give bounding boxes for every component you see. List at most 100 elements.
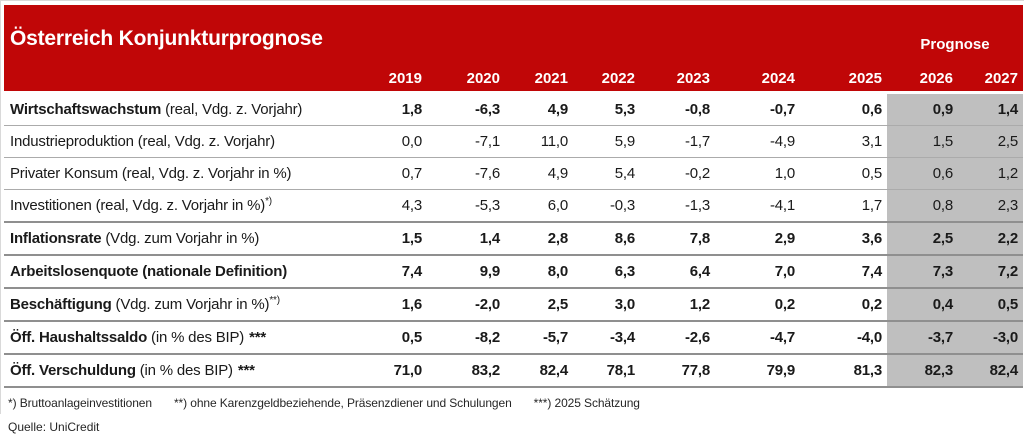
cell-value-forecast: 0,4 [887,288,958,322]
cell-value-forecast: 1,5 [887,125,958,158]
prognose-label: Prognose [887,5,1023,56]
cell-value: -0,8 [640,92,715,126]
cell-value: 6,4 [640,255,715,289]
cell-value: -4,1 [715,189,800,223]
row-label: Arbeitslosenquote (nationale Definition) [4,255,360,289]
cell-value: 1,2 [640,288,715,322]
cell-value: 7,0 [715,255,800,289]
year-header: 2027 [958,56,1023,94]
cell-value-forecast: 2,2 [958,222,1023,256]
cell-value: 0,5 [800,157,887,190]
row-label-detail: (real, Vdg. z. Vorjahr) [161,101,303,118]
cell-value: -3,4 [573,321,640,355]
cell-value: 2,8 [505,222,573,256]
cell-value: 0,2 [715,288,800,322]
cell-value: 81,3 [800,354,887,388]
footnote-1: *) Bruttoanlageinvestitionen [8,396,152,410]
row-label: Öff. Haushaltssaldo (in % des BIP) *** [4,321,360,355]
cell-value: 1,6 [360,288,427,322]
row-label-bold: Wirtschaftswachstum [10,101,162,118]
cell-value-forecast: 0,8 [887,189,958,223]
cell-value-forecast: 2,5 [958,125,1023,158]
table-row: Privater Konsum (real, Vdg. z. Vorjahr i… [4,157,1023,190]
year-header: 2024 [715,56,800,94]
row-label-bold: Öff. Haushaltssaldo [10,329,148,346]
row-label-detail: (Vdg. zum Vorjahr in %) [101,230,260,247]
red-header-bar: Österreich Konjunkturprognose Prognose 2… [4,5,1023,94]
cell-value: -4,7 [715,321,800,355]
cell-value-forecast: 82,3 [887,354,958,388]
cell-value-forecast: 2,3 [958,189,1023,223]
row-label: Öff. Verschuldung (in % des BIP) *** [4,354,360,388]
row-label-detail: Privater Konsum (real, Vdg. z. Vorjahr i… [10,165,292,182]
cell-value: 7,4 [360,255,427,289]
row-label-detail: Investitionen (real, Vdg. z. Vorjahr in … [10,197,266,214]
row-label: Industrieproduktion (real, Vdg. z. Vorja… [4,125,360,158]
cell-value: 0,7 [360,157,427,190]
cell-value: 0,6 [800,92,887,126]
prognose-table: Österreich Konjunkturprognose Prognose 2… [4,5,1023,388]
row-label-suffix: *** [237,362,255,379]
row-label: Wirtschaftswachstum (real, Vdg. z. Vorja… [4,92,360,126]
cell-value: 1,5 [360,222,427,256]
year-header: 2021 [505,56,573,94]
cell-value: 2,5 [505,288,573,322]
cell-value-forecast: 2,5 [887,222,958,256]
cell-value: 9,9 [427,255,505,289]
cell-value: 7,8 [640,222,715,256]
cell-value: -0,7 [715,92,800,126]
year-header: 2022 [573,56,640,94]
row-label-bold: Öff. Verschuldung [10,362,136,379]
cell-value-forecast: 1,2 [958,157,1023,190]
row-label-bold: Arbeitslosenquote (nationale Definition) [10,263,288,280]
cell-value: -5,7 [505,321,573,355]
cell-value-forecast: 82,4 [958,354,1023,388]
year-header: 2025 [800,56,887,94]
cell-value: -4,9 [715,125,800,158]
cell-value: 77,8 [640,354,715,388]
cell-value: -0,2 [640,157,715,190]
row-label-suffix: *** [249,329,267,346]
title-row: Österreich Konjunkturprognose Prognose [4,5,1023,56]
table-row: Wirtschaftswachstum (real, Vdg. z. Vorja… [4,92,1023,126]
cell-value: 0,2 [800,288,887,322]
cell-value: 1,0 [715,157,800,190]
year-header: 2026 [887,56,958,94]
cell-value: 11,0 [505,125,573,158]
cell-value: 4,9 [505,157,573,190]
cell-value: -6,3 [427,92,505,126]
table-row: Arbeitslosenquote (nationale Definition)… [4,255,1023,289]
label-column-spacer [4,56,360,94]
cell-value: 0,5 [360,321,427,355]
cell-value: -8,2 [427,321,505,355]
cell-value: -0,3 [573,189,640,223]
cell-value-forecast: 0,6 [887,157,958,190]
footnote-2: **) ohne Karenzgeldbeziehende, Präsenzdi… [173,396,512,410]
cell-value: 4,9 [505,92,573,126]
cell-value: 8,0 [505,255,573,289]
cell-value: 1,4 [427,222,505,256]
cell-value: 7,4 [800,255,887,289]
cell-value: -1,7 [640,125,715,158]
year-header: 2020 [427,56,505,94]
cell-value: 4,3 [360,189,427,223]
cell-value: 5,3 [573,92,640,126]
row-label-bold: Beschäftigung [10,296,112,313]
cell-value-forecast: -3,0 [958,321,1023,355]
cell-value: -4,0 [800,321,887,355]
cell-value: 1,8 [360,92,427,126]
cell-value: -5,3 [427,189,505,223]
row-footnote-marker: *) [265,196,272,207]
year-header: 2019 [360,56,427,94]
cell-value: 0,0 [360,125,427,158]
row-label: Beschäftigung (Vdg. zum Vorjahr in %)**) [4,288,360,322]
cell-value: 3,0 [573,288,640,322]
footnote-3: ***) 2025 Schätzung [533,396,640,410]
row-label-bold: Inflationsrate [10,230,102,247]
cell-value: -1,3 [640,189,715,223]
cell-value-forecast: 0,9 [887,92,958,126]
cell-value: 5,4 [573,157,640,190]
table-row: Inflationsrate (Vdg. zum Vorjahr in %) 1… [4,222,1023,256]
years-row: 2019 2020 2021 2022 2023 2024 2025 2026 … [4,56,1023,94]
